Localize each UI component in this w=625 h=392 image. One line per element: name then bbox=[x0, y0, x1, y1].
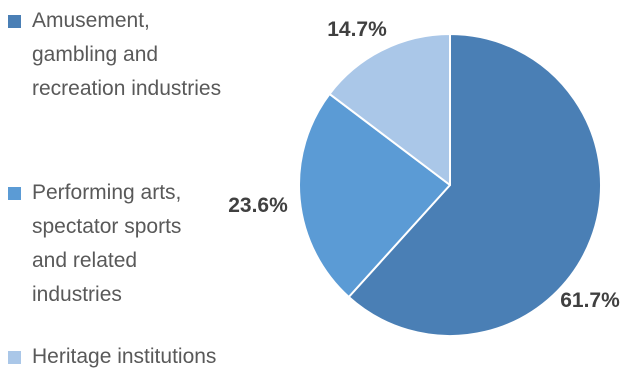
legend-label-amusement: Amusement, gambling and recreation indus… bbox=[32, 9, 222, 100]
data-label-heritage: 14.7% bbox=[327, 18, 387, 41]
data-label-amusement: 61.7% bbox=[560, 289, 620, 312]
legend-swatch-performing-arts bbox=[8, 187, 21, 200]
legend-swatch-amusement bbox=[8, 15, 21, 28]
slice-amusement bbox=[347, 33, 602, 337]
legend-label-performing-arts: Performing arts, spectator sports and re… bbox=[32, 181, 182, 306]
slice-performing-arts bbox=[298, 92, 451, 298]
pie-data-labels: 61.7% 23.6% 14.7% bbox=[228, 18, 620, 312]
legend-swatch-heritage bbox=[8, 351, 21, 364]
data-label-performing-arts: 23.6% bbox=[228, 194, 288, 217]
slice-heritage bbox=[328, 33, 451, 186]
pie-slices bbox=[298, 33, 602, 337]
legend-label-heritage: Heritage institutions bbox=[32, 345, 217, 368]
